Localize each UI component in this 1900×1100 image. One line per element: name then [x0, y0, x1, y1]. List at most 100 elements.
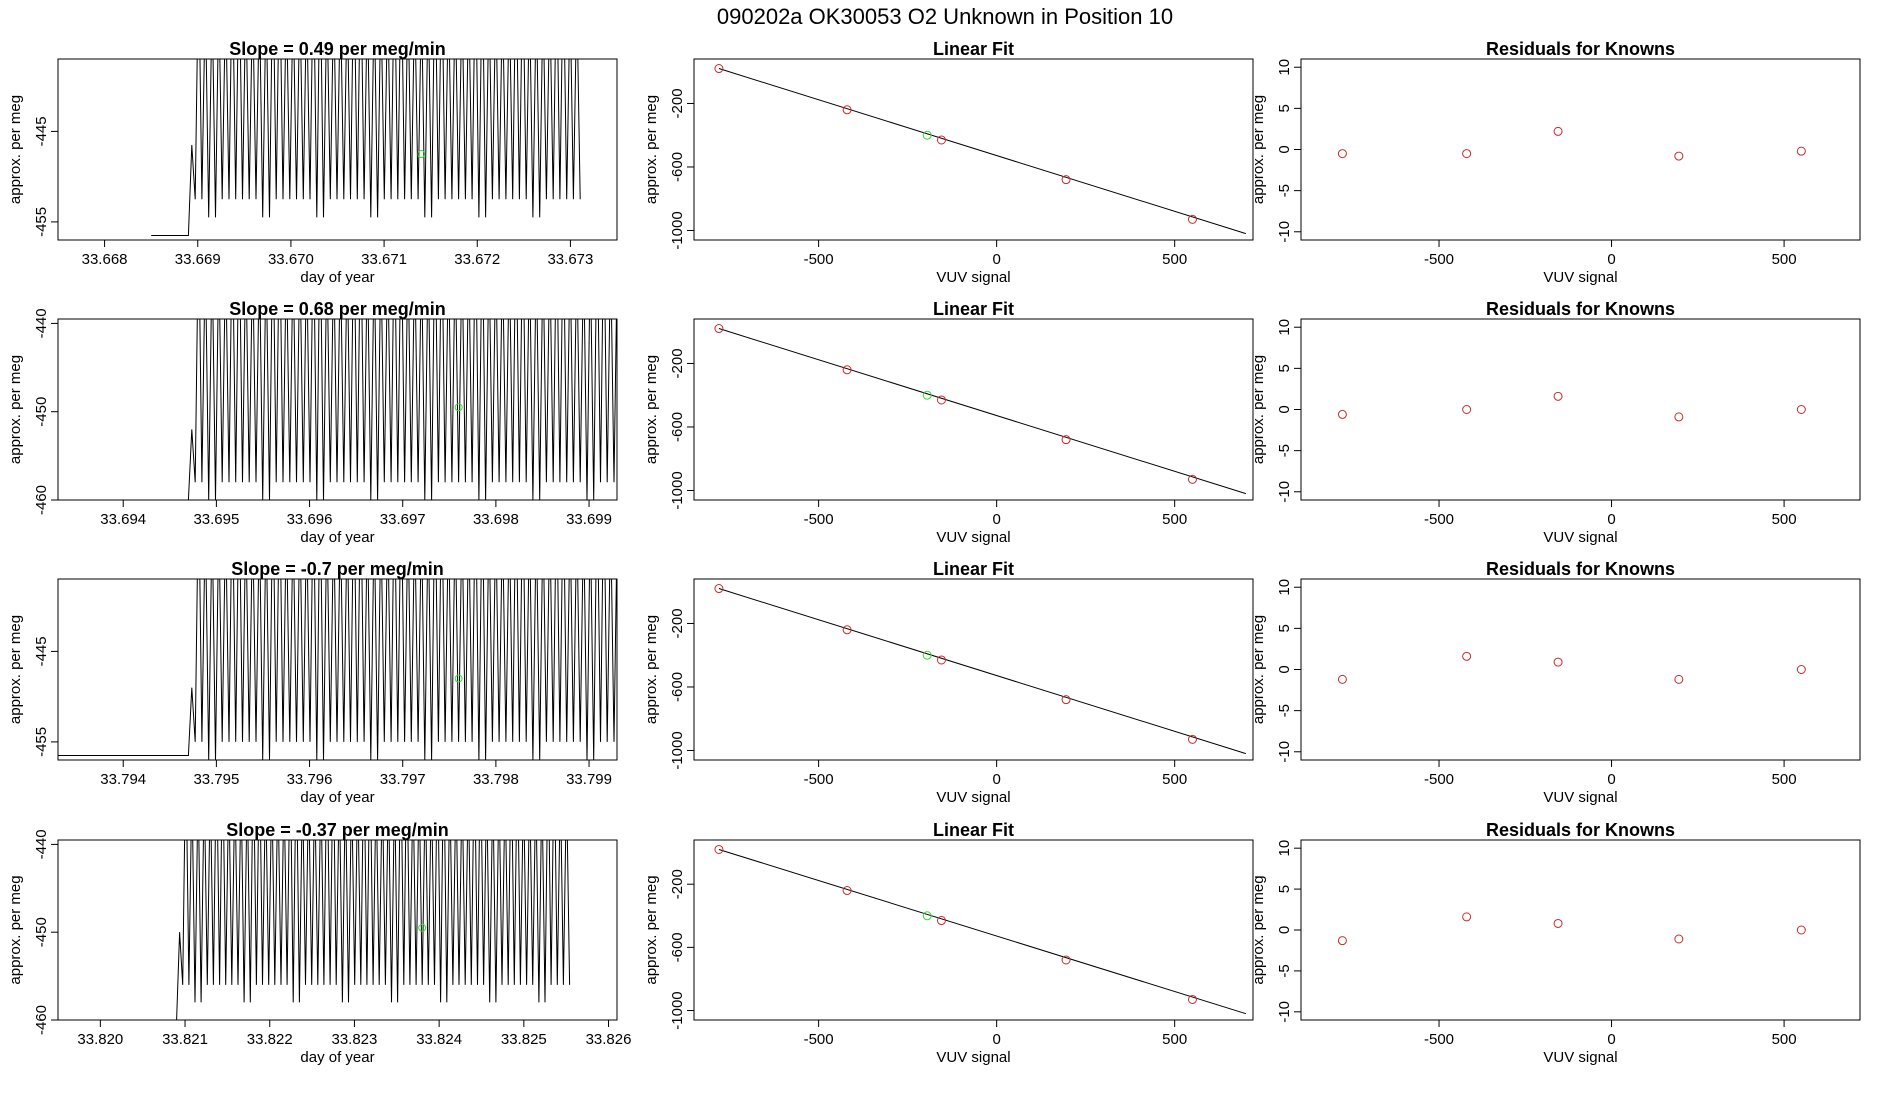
- y-tick-label: -5: [1276, 704, 1293, 717]
- known-point: [842, 365, 852, 375]
- chart-panel: Residuals for Knowns -500 0 500 10 5 0 -5 -10 VUV…: [1250, 299, 1861, 546]
- residual-point: [1553, 657, 1563, 667]
- y-tick-label: -450: [33, 397, 50, 427]
- signal-trace: [151, 59, 581, 236]
- x-tick-label: -500: [804, 771, 834, 788]
- y-axis-label: approx. per meg: [643, 875, 660, 984]
- y-tick-label: -450: [33, 917, 50, 947]
- plot-area: [714, 844, 1247, 1015]
- x-tick-label: 33.823: [331, 1031, 377, 1048]
- plot-area: [714, 64, 1247, 235]
- y-tick-label: 0: [1276, 926, 1293, 934]
- y-axis-label: approx. per meg: [7, 615, 24, 724]
- x-tick-label: 33.798: [473, 771, 519, 788]
- y-tick-label: -600: [669, 152, 686, 182]
- x-axis-label: day of year: [300, 789, 374, 806]
- plot-area: [1337, 912, 1806, 946]
- y-tick-label: -600: [669, 932, 686, 962]
- y-tick-label: 5: [1276, 885, 1293, 893]
- y-axis-label: approx. per meg: [1250, 355, 1267, 464]
- known-point: [842, 886, 852, 896]
- y-tick-label: -600: [669, 412, 686, 442]
- known-point: [1187, 734, 1197, 744]
- plot-frame: [1300, 578, 1861, 761]
- y-tick-label: -10: [1276, 1001, 1293, 1023]
- chart-title: Slope = -0.37 per meg/min: [226, 820, 449, 840]
- x-tick-label: 33.698: [473, 511, 519, 528]
- chart-title: Linear Fit: [933, 820, 1014, 840]
- y-tick-label: 0: [1276, 145, 1293, 153]
- page-title: 090202a OK30053 O2 Unknown in Position 1…: [717, 4, 1173, 29]
- x-tick-label: 33.670: [268, 251, 314, 268]
- known-point: [714, 324, 724, 334]
- chart-panel: Slope = 0.68 per meg/min 33.694 33.695 33.6…: [7, 299, 618, 546]
- chart-panel: Slope = 0.49 per meg/min 33.668 33.669 33.6…: [7, 39, 618, 286]
- residual-point: [1796, 146, 1806, 156]
- x-tick-label: 500: [1162, 511, 1187, 528]
- known-point: [936, 135, 946, 145]
- chart-panel: Residuals for Knowns -500 0 500 10 5 0 -5 -10 VUV…: [1250, 820, 1861, 1066]
- y-tick-label: -10: [1276, 481, 1293, 503]
- known-point: [1061, 175, 1071, 185]
- y-tick-label: 5: [1276, 624, 1293, 632]
- x-tick-label: 0: [1607, 511, 1615, 528]
- fit-line: [718, 68, 1247, 235]
- panels: Slope = 0.49 per meg/min 33.668 33.669 33.6…: [7, 39, 1861, 1066]
- x-tick-label: 33.697: [380, 511, 426, 528]
- unknown-point: [922, 390, 932, 400]
- known-point: [714, 64, 724, 74]
- x-tick-label: 0: [1607, 771, 1615, 788]
- y-tick-label: -1000: [669, 471, 686, 509]
- chart-title: Residuals for Knowns: [1486, 299, 1675, 319]
- x-tick-label: 500: [1772, 251, 1797, 268]
- y-tick-label: -1000: [669, 991, 686, 1029]
- known-point: [936, 655, 946, 665]
- plot-area: [714, 324, 1247, 495]
- y-tick-label: -445: [33, 116, 50, 146]
- y-axis-label: approx. per meg: [643, 615, 660, 724]
- known-point: [842, 105, 852, 115]
- plot-frame: [57, 839, 618, 1021]
- y-tick-label: -200: [669, 88, 686, 118]
- unknown-marker: [418, 923, 427, 932]
- x-tick-label: 500: [1772, 771, 1797, 788]
- y-tick-label: -10: [1276, 221, 1293, 243]
- x-axis-label: VUV signal: [936, 1049, 1010, 1066]
- y-tick-label: 10: [1276, 840, 1293, 857]
- residual-point: [1553, 918, 1563, 928]
- known-point: [1187, 214, 1197, 224]
- y-tick-label: 0: [1276, 405, 1293, 413]
- chart-panel: Linear Fit -500 0 500 -200 -600 -1000 VUV signa…: [643, 39, 1254, 286]
- y-tick-label: 5: [1276, 104, 1293, 112]
- chart-title: Linear Fit: [933, 299, 1014, 319]
- y-tick-label: -200: [669, 348, 686, 378]
- residual-point: [1674, 934, 1684, 944]
- x-tick-label: 33.695: [193, 511, 239, 528]
- chart-title: Slope = 0.49 per meg/min: [229, 39, 446, 59]
- chart-panel: Slope = -0.37 per meg/min 33.820 33.821 33.…: [7, 820, 631, 1066]
- unknown-marker: [417, 150, 426, 159]
- plot-area: [58, 579, 617, 760]
- signal-trace: [58, 319, 617, 500]
- y-tick-label: -5: [1276, 184, 1293, 197]
- y-tick-label: -5: [1276, 964, 1293, 977]
- x-axis-label: day of year: [300, 529, 374, 546]
- x-axis-label: day of year: [300, 1049, 374, 1066]
- plot-frame: [57, 318, 618, 501]
- unknown-marker: [454, 674, 463, 683]
- chart-title: Linear Fit: [933, 559, 1014, 579]
- x-axis-label: VUV signal: [1543, 789, 1617, 806]
- y-tick-label: -460: [33, 485, 50, 515]
- x-tick-label: 33.797: [380, 771, 426, 788]
- plot-area: [58, 840, 571, 1020]
- x-tick-label: 0: [992, 771, 1000, 788]
- y-tick-label: 5: [1276, 364, 1293, 372]
- known-point: [1061, 435, 1071, 445]
- plot-area: [151, 59, 581, 236]
- y-tick-label: -10: [1276, 741, 1293, 763]
- fit-line: [718, 328, 1247, 495]
- x-axis-label: VUV signal: [1543, 269, 1617, 286]
- known-point: [842, 625, 852, 635]
- known-point: [936, 395, 946, 405]
- chart-panel: Residuals for Knowns -500 0 500 10 5 0 -5 -10 VUV…: [1250, 559, 1861, 806]
